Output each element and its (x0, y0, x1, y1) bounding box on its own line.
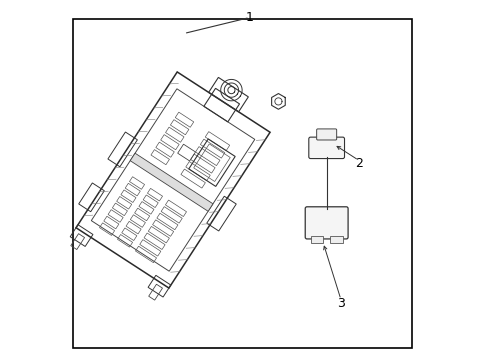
Text: 2: 2 (354, 157, 362, 170)
FancyBboxPatch shape (316, 129, 336, 140)
FancyBboxPatch shape (308, 137, 344, 158)
Bar (310, 236, 323, 243)
FancyBboxPatch shape (305, 207, 347, 239)
Bar (329, 236, 342, 243)
Text: 1: 1 (245, 11, 253, 24)
Text: 3: 3 (336, 297, 344, 310)
Polygon shape (130, 153, 213, 211)
